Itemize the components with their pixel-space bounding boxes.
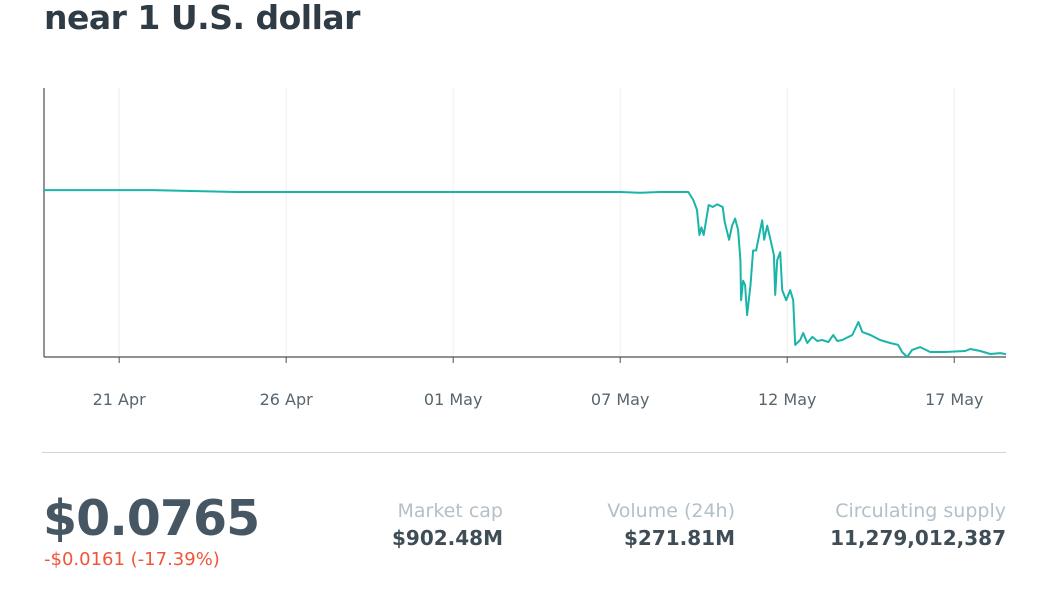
stat-label: Market cap: [397, 500, 503, 522]
divider: [42, 452, 1006, 453]
stat-label: Volume (24h): [607, 500, 735, 522]
current-price: $0.0765: [43, 490, 260, 547]
stat-circulating-supply: Circulating supply 11,279,012,387: [830, 500, 1006, 550]
stat-market-cap: Market cap $902.48M: [392, 500, 503, 550]
stat-volume: Volume (24h) $271.81M: [607, 500, 735, 550]
stat-value: $271.81M: [624, 526, 735, 550]
stat-value: $902.48M: [392, 526, 503, 550]
x-tick-label: 17 May: [925, 390, 984, 409]
price-change: -$0.0161 (-17.39%): [44, 549, 220, 570]
stat-label: Circulating supply: [835, 500, 1006, 522]
price-chart: 21 Apr 26 Apr 01 May 07 May 12 May 17 May: [43, 88, 1007, 409]
price-line: [44, 189, 1007, 358]
x-tick-label: 01 May: [424, 390, 483, 409]
stat-value: 11,279,012,387: [830, 526, 1006, 550]
x-tick-label: 21 Apr: [93, 390, 147, 409]
x-tick-label: 26 Apr: [260, 390, 314, 409]
x-tick-label: 12 May: [758, 390, 817, 409]
x-tick-label: 07 May: [591, 390, 650, 409]
chart-title: near 1 U.S. dollar: [44, 0, 360, 37]
